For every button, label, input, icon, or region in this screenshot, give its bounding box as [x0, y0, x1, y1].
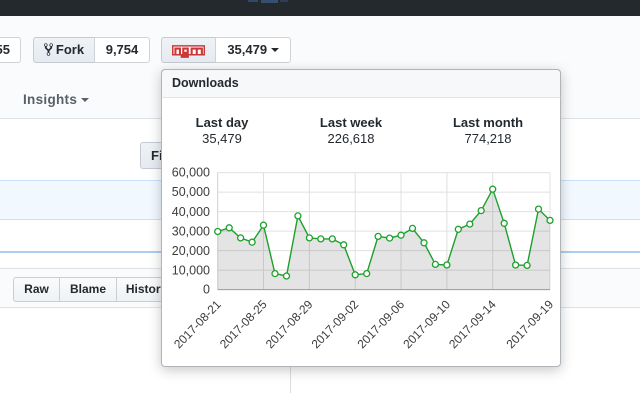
svg-text:2017-08-21: 2017-08-21 — [171, 297, 224, 351]
svg-text:2017-09-19: 2017-09-19 — [503, 297, 556, 351]
svg-text:40,000: 40,000 — [172, 205, 210, 219]
svg-text:0: 0 — [203, 283, 210, 297]
svg-text:2017-09-14: 2017-09-14 — [446, 297, 499, 351]
svg-text:2017-09-06: 2017-09-06 — [354, 297, 407, 351]
svg-text:10,000: 10,000 — [172, 264, 210, 278]
svg-text:2017-09-02: 2017-09-02 — [309, 297, 362, 351]
svg-text:20,000: 20,000 — [172, 244, 210, 258]
svg-text:50,000: 50,000 — [172, 185, 210, 199]
svg-text:60,000: 60,000 — [172, 166, 210, 180]
svg-text:2017-08-25: 2017-08-25 — [217, 297, 270, 351]
svg-text:2017-09-10: 2017-09-10 — [400, 297, 453, 351]
svg-text:2017-08-29: 2017-08-29 — [263, 297, 316, 351]
svg-text:30,000: 30,000 — [172, 225, 210, 239]
